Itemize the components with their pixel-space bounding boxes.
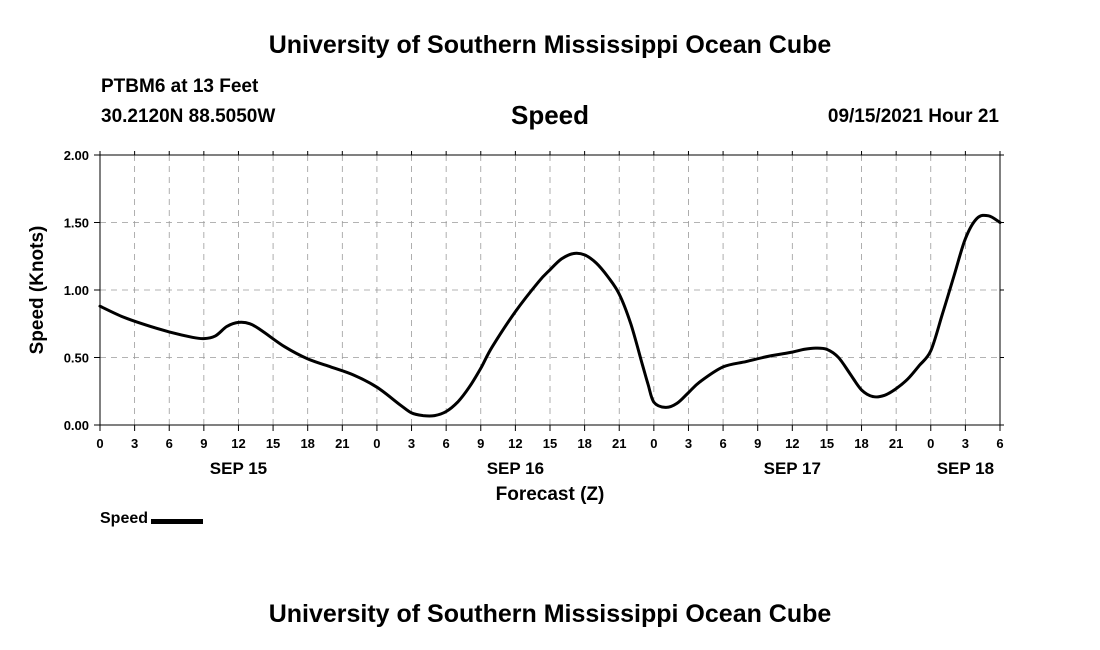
x-tick-label: 9 bbox=[477, 436, 484, 451]
x-tick-label: 0 bbox=[96, 436, 103, 451]
x-tick-label: 15 bbox=[543, 436, 557, 451]
x-tick-label: 3 bbox=[685, 436, 692, 451]
x-tick-label: 12 bbox=[785, 436, 799, 451]
day-label: SEP 17 bbox=[764, 459, 821, 478]
legend-swatch bbox=[151, 518, 204, 524]
forecast-datetime: 09/15/2021 Hour 21 bbox=[827, 106, 999, 127]
x-tick-label: 3 bbox=[962, 436, 969, 451]
x-tick-label: 6 bbox=[719, 436, 726, 451]
y-tick-label: 1.00 bbox=[64, 283, 89, 298]
day-label: SEP 18 bbox=[937, 459, 994, 478]
x-tick-label: 6 bbox=[443, 436, 450, 451]
x-tick-label: 6 bbox=[166, 436, 173, 451]
x-tick-label: 3 bbox=[131, 436, 138, 451]
x-tick-label: 9 bbox=[200, 436, 207, 451]
x-tick-label: 0 bbox=[650, 436, 657, 451]
y-tick-label: 0.50 bbox=[64, 351, 89, 366]
legend-label: Speed bbox=[100, 510, 149, 527]
x-tick-label: 18 bbox=[300, 436, 314, 451]
axis-tick-labels: 0 3 6 9 12 15 18 21 0 3 6 9 12 15 18 21 0 3 6 9 12 15 18 21 0 3 6 0… bbox=[64, 148, 1004, 478]
x-tick-label: 0 bbox=[373, 436, 380, 451]
axis-ticks bbox=[94, 151, 1004, 431]
y-axis-title: Speed (Knots) bbox=[27, 226, 48, 355]
x-tick-label: 21 bbox=[612, 436, 626, 451]
grid-lines bbox=[100, 155, 1000, 425]
x-tick-label: 9 bbox=[754, 436, 761, 451]
day-label: SEP 16 bbox=[487, 459, 544, 478]
day-label: SEP 15 bbox=[210, 459, 267, 478]
x-tick-label: 12 bbox=[231, 436, 245, 451]
y-tick-label: 1.50 bbox=[64, 216, 89, 231]
x-tick-label: 6 bbox=[996, 436, 1003, 451]
x-tick-label: 15 bbox=[266, 436, 280, 451]
x-tick-label: 3 bbox=[408, 436, 415, 451]
x-tick-label: 12 bbox=[508, 436, 522, 451]
y-tick-label: 0.00 bbox=[64, 418, 89, 433]
x-tick-label: 18 bbox=[577, 436, 591, 451]
chart-title: Speed bbox=[510, 100, 590, 130]
x-tick-label: 0 bbox=[927, 436, 934, 451]
x-axis-title: Forecast (Z) bbox=[496, 484, 605, 505]
x-tick-label: 15 bbox=[820, 436, 834, 451]
x-tick-label: 21 bbox=[889, 436, 903, 451]
y-tick-label: 2.00 bbox=[64, 148, 89, 163]
x-tick-label: 21 bbox=[335, 436, 349, 451]
speed-series-line bbox=[98, 213, 1002, 418]
station-label: PTBM6 at 13 Feet bbox=[101, 76, 259, 97]
legend: Speed bbox=[100, 510, 204, 528]
x-tick-label: 18 bbox=[854, 436, 868, 451]
coordinates-label: 30.2120N 88.5050W bbox=[101, 106, 276, 127]
bottom-institution-title: University of Southern Mississippi Ocean… bbox=[268, 600, 832, 628]
series-layer bbox=[98, 213, 1002, 418]
top-institution-title: University of Southern Mississippi Ocean… bbox=[268, 31, 832, 59]
